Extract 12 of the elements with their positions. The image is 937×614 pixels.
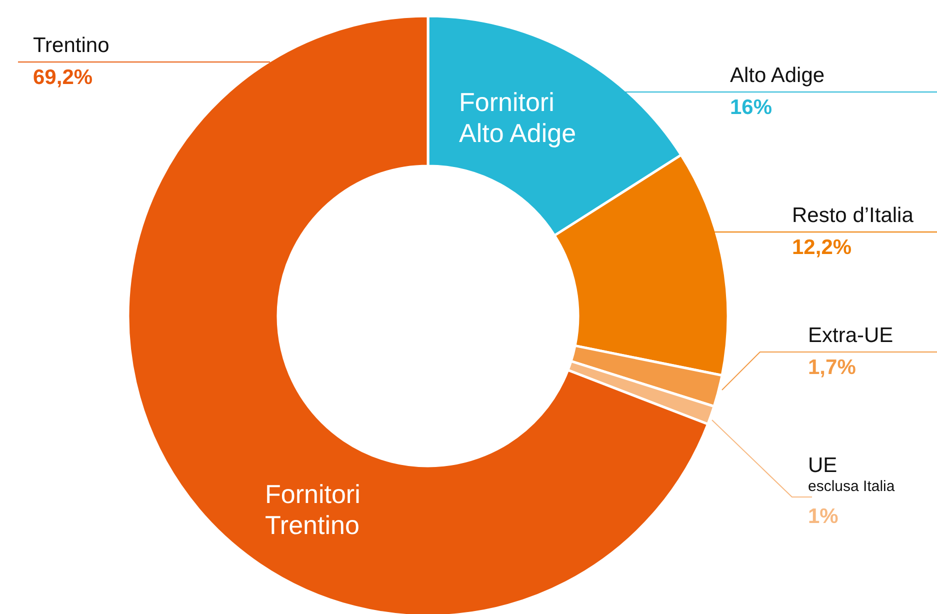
slice-label: Resto d’Italia <box>792 204 914 227</box>
data-label: 16% <box>730 96 772 119</box>
data-label: 12,2% <box>792 236 852 259</box>
data-label: 1,7% <box>808 356 856 379</box>
text: Fornitori Alto Adige <box>459 87 576 148</box>
slice-label: Alto Adige <box>730 64 825 87</box>
slice-label: Extra-UE <box>808 324 894 347</box>
text: Fornitori Trentino <box>265 479 360 540</box>
slice-label: Trentino <box>33 34 110 57</box>
data-label: 1% <box>808 505 839 528</box>
slice-label: UE esclusa Italia <box>808 454 896 495</box>
data-label: 69,2% <box>33 66 93 89</box>
